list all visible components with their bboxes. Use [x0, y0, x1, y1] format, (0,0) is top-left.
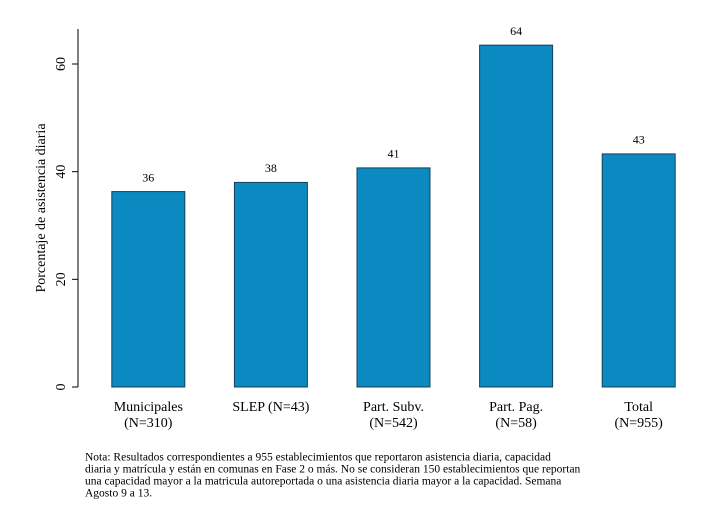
x-tick-label: (N=955)	[615, 416, 664, 431]
y-tick-label: 0	[54, 384, 69, 391]
y-tick-label: 60	[54, 57, 69, 71]
x-tick-label: SLEP (N=43)	[232, 400, 309, 415]
x-tick-label: Total	[624, 400, 653, 415]
data-label: 64	[510, 24, 522, 38]
x-tick-label: (N=58)	[495, 416, 537, 431]
bar	[233, 181, 308, 388]
x-tick-label: Part. Subv.	[363, 400, 424, 415]
y-tick-label: 40	[54, 165, 69, 179]
bar	[356, 167, 431, 388]
x-tick-label: Part. Pag.	[489, 400, 543, 415]
note: una capacidad mayor a la matricula autor…	[85, 476, 561, 488]
note: Nota: Resultados correspondientes a 955 …	[85, 452, 551, 464]
y-axis-label: Porcentaje de asistencia diaria	[34, 123, 49, 293]
note: Agosto 9 a 13.	[85, 488, 152, 500]
x-tick-label: (N=310)	[124, 416, 173, 431]
x-tick-label: (N=542)	[369, 416, 418, 431]
data-label: 41	[388, 147, 400, 161]
x-tick-label: Municipales	[114, 400, 183, 415]
bar	[479, 44, 554, 388]
bar	[111, 191, 186, 388]
bar	[601, 153, 676, 388]
data-label: 38	[265, 161, 277, 175]
y-tick-label: 20	[54, 272, 69, 286]
note: diaria y matrícula y están en comunas en…	[85, 464, 581, 476]
data-label: 43	[633, 133, 645, 147]
data-label: 36	[142, 170, 154, 184]
